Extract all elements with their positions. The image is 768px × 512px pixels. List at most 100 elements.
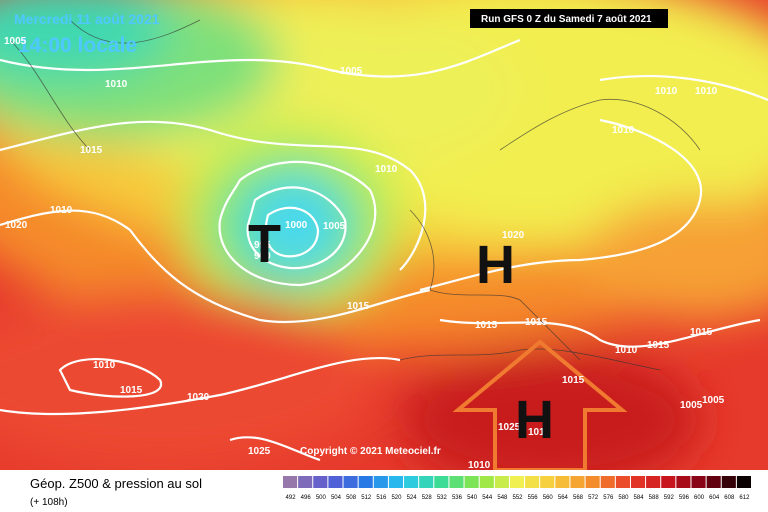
scale-label: 608 — [724, 495, 735, 501]
scale-swatch — [298, 476, 313, 488]
pressure-center: H — [515, 390, 554, 450]
isobar-label: 1015 — [525, 317, 548, 328]
copyright: Copyright © 2021 Meteociel.fr — [300, 446, 441, 457]
scale-label: 556 — [528, 495, 539, 501]
scale-swatch — [706, 476, 721, 488]
isobar-label: 1025 — [248, 446, 271, 457]
scale-label: 612 — [739, 495, 750, 501]
scale-label: 552 — [512, 495, 523, 501]
scale-swatch — [600, 476, 615, 488]
scale-label: 520 — [391, 495, 402, 501]
isobar-label: 1010 — [528, 427, 551, 438]
scale-label: 592 — [664, 495, 675, 501]
scale-swatch — [630, 476, 646, 488]
scale-label: 604 — [709, 495, 720, 501]
scale-label: 544 — [482, 495, 493, 501]
pressure-center: H — [476, 235, 515, 295]
isobar-label: 1005 — [702, 395, 725, 406]
isobar-label: 1010 — [50, 205, 73, 216]
scale-swatch — [328, 476, 343, 488]
footer-title: Géop. Z500 & pression au sol — [30, 476, 202, 491]
isobar-label: 1010 — [615, 345, 638, 356]
scale-swatch — [358, 476, 373, 488]
scale-label: 584 — [634, 495, 645, 501]
isobar-label: 1015 — [690, 327, 713, 338]
isobar-label: 1010 — [375, 164, 398, 175]
scale-label: 528 — [422, 495, 433, 501]
scale-swatch — [691, 476, 706, 488]
scale-label: 508 — [346, 495, 357, 501]
scale-label: 536 — [452, 495, 463, 501]
scale-swatch — [283, 476, 298, 488]
scale-swatch — [736, 476, 751, 488]
scale-label: 560 — [543, 495, 554, 501]
isobar-label: 1015 — [562, 375, 585, 386]
scale-label: 524 — [407, 495, 418, 501]
scale-swatch — [585, 476, 600, 488]
isobar-label: 1015 — [647, 340, 670, 351]
isobar-label: 995 — [254, 240, 271, 251]
scale-label: 564 — [558, 495, 569, 501]
scale-swatch — [313, 476, 328, 488]
scale-label: 532 — [437, 495, 448, 501]
scale-swatch — [434, 476, 449, 488]
scale-swatch — [479, 476, 494, 488]
isobar-label: 1010 — [468, 460, 491, 471]
isobars — [0, 38, 768, 462]
isobar-label: 1010 — [93, 360, 116, 371]
scale-label: 500 — [316, 495, 327, 501]
isobar-label: 1010 — [612, 125, 635, 136]
scale-swatch — [419, 476, 434, 488]
isobar-label: 1025 — [498, 422, 521, 433]
pressure-center: T — [248, 214, 281, 274]
isobar-label: 1015 — [120, 385, 143, 396]
scale-swatch — [540, 476, 555, 488]
isobar-label: 1005 — [4, 36, 27, 47]
scale-label: 600 — [694, 495, 705, 501]
scale-swatch — [373, 476, 388, 488]
scale-label: 588 — [649, 495, 660, 501]
scale-swatch — [525, 476, 540, 488]
date: Mercredi 11 août 2021 — [14, 11, 160, 27]
isobar-label: 1020 — [502, 230, 525, 241]
scale-label: 572 — [588, 495, 599, 501]
run: Run GFS 0 Z du Samedi 7 août 2021 — [481, 14, 652, 25]
isobar-label: 1010 — [695, 86, 718, 97]
isobar-label: 1005 — [323, 221, 346, 232]
scale-label: 492 — [286, 495, 297, 501]
scale-label: 580 — [618, 495, 629, 501]
scale-swatch — [555, 476, 570, 488]
coastlines — [9, 19, 701, 371]
scale-swatch — [404, 476, 419, 488]
scale-swatch — [509, 476, 525, 488]
isobar-label: 1015 — [475, 320, 498, 331]
scale-label: 548 — [497, 495, 508, 501]
scale-swatch — [721, 476, 736, 488]
scale-swatch — [661, 476, 676, 488]
isobar-label: 1010 — [105, 79, 128, 90]
scale-swatch — [388, 476, 404, 488]
scale-label: 596 — [679, 495, 690, 501]
isobar-label: 990 — [254, 251, 271, 262]
isobar-label: 1015 — [347, 301, 370, 312]
scale-swatch — [464, 476, 479, 488]
arrow — [452, 339, 628, 470]
scale-swatch — [676, 476, 691, 488]
isobar-label: 1020 — [5, 220, 28, 231]
scale-label: 504 — [331, 495, 342, 501]
footer-lead: (+ 108h) — [30, 497, 68, 508]
isobar-label: 1020 — [187, 392, 210, 403]
scale-swatch — [449, 476, 464, 488]
scale-label: 512 — [361, 495, 372, 501]
scale-label: 568 — [573, 495, 584, 501]
scale-swatch — [646, 476, 661, 488]
scale-swatch — [615, 476, 630, 488]
scale-label: 516 — [376, 495, 387, 501]
run-box — [470, 9, 668, 28]
scale-swatch — [343, 476, 358, 488]
scale-swatch — [494, 476, 509, 488]
isobar-label: 1005 — [680, 400, 703, 411]
scale-label: 496 — [301, 495, 312, 501]
isobar-label: 1005 — [340, 66, 363, 77]
